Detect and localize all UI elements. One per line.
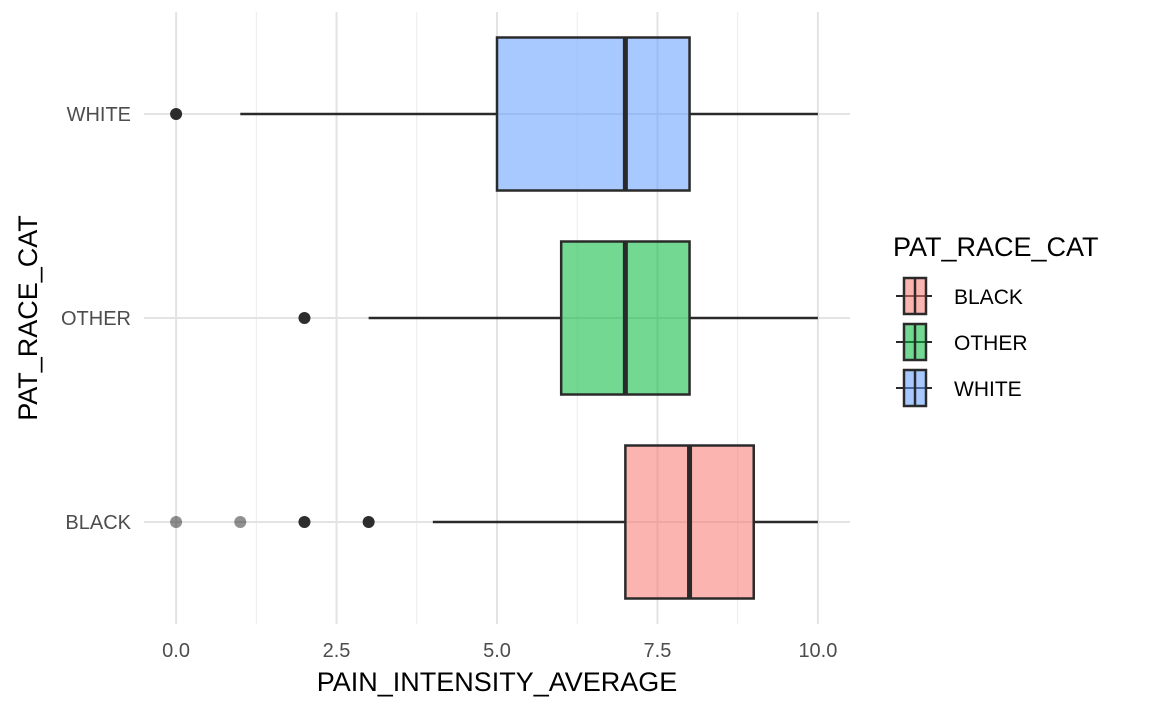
legend-item-black: BLACK — [896, 276, 1023, 316]
x-axis-title: PAIN_INTENSITY_AVERAGE — [317, 667, 678, 697]
x-tick-label: 5.0 — [483, 640, 511, 662]
y-tick-label: BLACK — [65, 512, 131, 534]
legend-label: OTHER — [954, 332, 1028, 355]
legend-label: BLACK — [954, 286, 1023, 309]
legend-item-white: WHITE — [896, 368, 1022, 408]
legend: PAT_RACE_CAT BLACK OTHER WHITE — [893, 232, 1099, 408]
box-white — [170, 36, 818, 192]
outlier-point — [298, 516, 311, 528]
iqr-box — [495, 36, 691, 192]
legend-label: WHITE — [954, 378, 1022, 401]
y-tick-label: WHITE — [67, 104, 131, 126]
outlier-point — [234, 516, 247, 528]
axis-tick-labels: 0.0 2.5 5.0 7.5 10.0 BLACK OTHER WHITE — [61, 104, 837, 662]
outlier-point — [170, 516, 183, 528]
x-tick-label: 10.0 — [798, 640, 837, 662]
x-tick-label: 7.5 — [644, 640, 672, 662]
outlier-point — [362, 516, 375, 528]
legend-item-other: OTHER — [896, 322, 1028, 362]
box-black — [170, 444, 818, 600]
y-tick-label: OTHER — [61, 308, 131, 330]
boxes — [170, 36, 818, 600]
x-tick-label: 0.0 — [162, 640, 190, 662]
x-tick-label: 2.5 — [323, 640, 351, 662]
box-other — [298, 240, 818, 396]
outlier-point — [170, 108, 183, 120]
legend-title: PAT_RACE_CAT — [893, 232, 1099, 262]
y-axis-title: PAT_RACE_CAT — [13, 215, 43, 421]
outlier-point — [298, 312, 311, 324]
